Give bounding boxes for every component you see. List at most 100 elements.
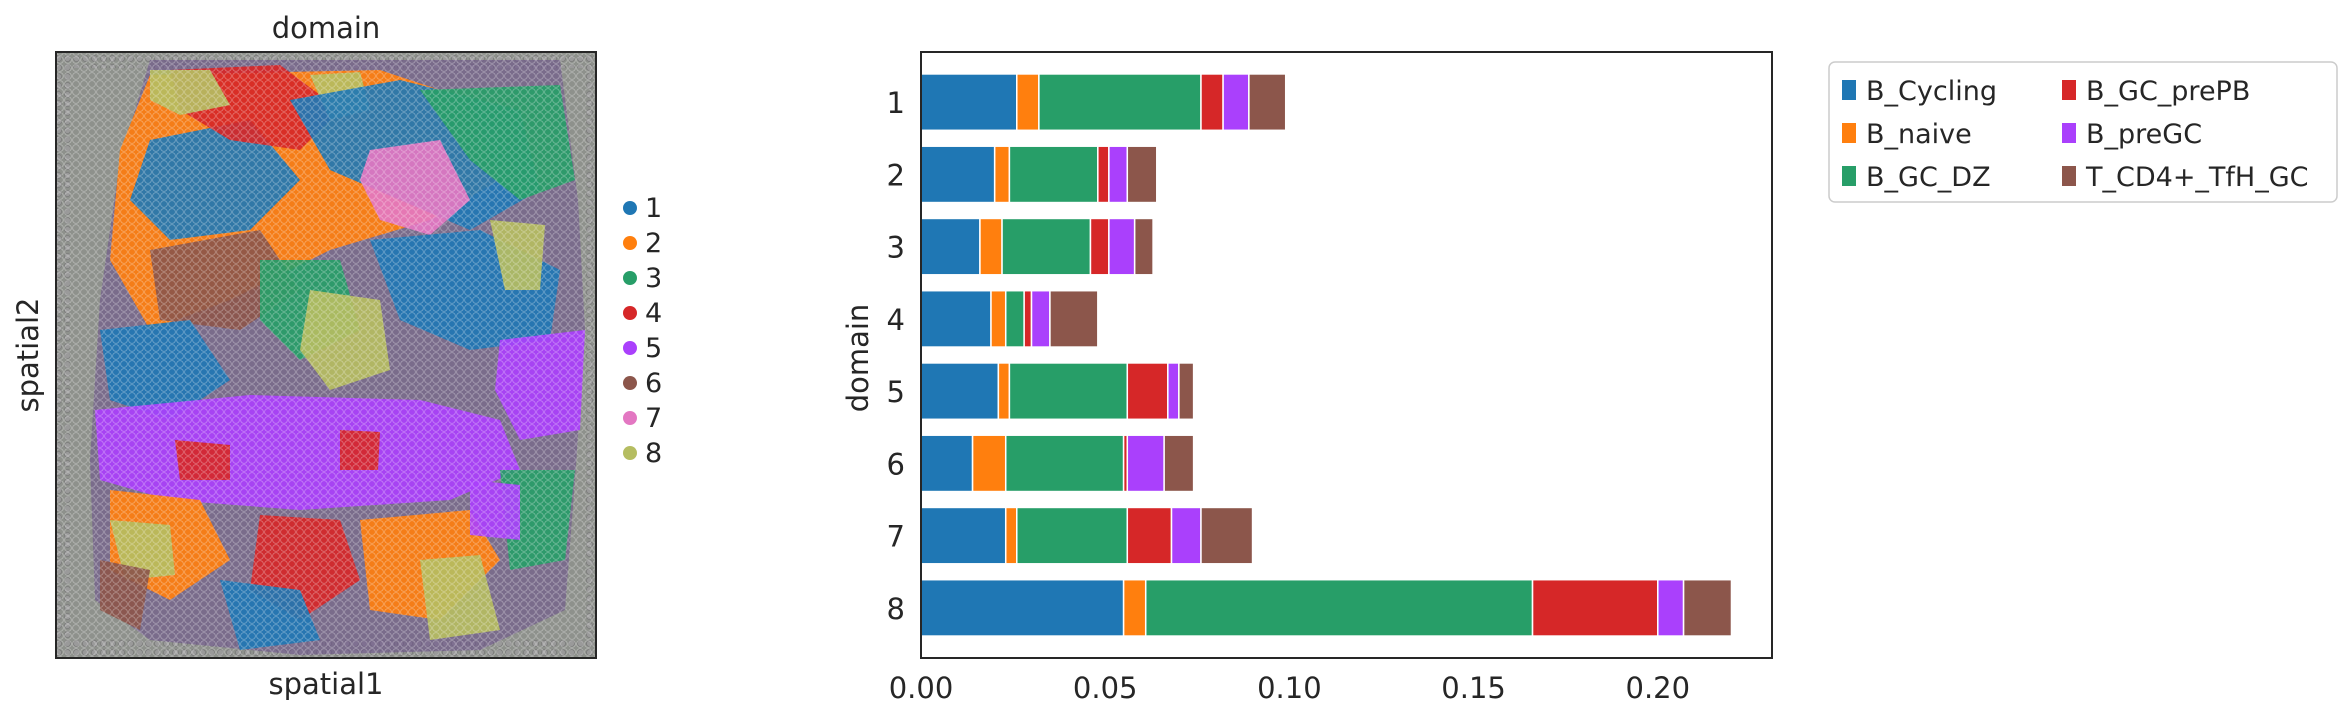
bar-segment-B_naive-domain-4 bbox=[990, 289, 1007, 348]
bar-segment-T_CD4+_TfH_GC-domain-1 bbox=[1248, 73, 1287, 132]
spatial-ylabel: spatial2 bbox=[11, 298, 45, 413]
bar-segment-B_preGC-domain-6 bbox=[1126, 434, 1165, 493]
x-tick-label-0.15: 0.15 bbox=[1441, 671, 1506, 705]
legend-marker-domain-5 bbox=[623, 341, 637, 355]
bar-segment-B_GC_prePB-domain-3 bbox=[1089, 217, 1110, 276]
bar-segment-B_GC_prePB-domain-7 bbox=[1126, 506, 1173, 565]
bar-segment-B_GC_DZ-domain-2 bbox=[1008, 145, 1099, 204]
legend-swatch-B_GC_DZ bbox=[1842, 166, 1856, 186]
legend-swatch-B_preGC bbox=[2062, 123, 2076, 143]
spatial-panel: domain spatial1 spatial2 1 2 3 4 bbox=[11, 11, 662, 701]
bar-segment-B_preGC-domain-7 bbox=[1170, 506, 1202, 565]
spatial-legend: 1 2 3 4 5 6 7 8 bbox=[623, 193, 662, 469]
bar-segment-B_preGC-domain-4 bbox=[1030, 289, 1051, 348]
legend-label-domain-4: 4 bbox=[645, 298, 662, 329]
bar-segment-T_CD4+_TfH_GC-domain-2 bbox=[1126, 145, 1158, 204]
bar-legend: B_Cycling B_naive B_GC_DZ B_GC_prePB B_preGC… bbox=[1828, 61, 2338, 203]
x-tick-label-0.10: 0.10 bbox=[1257, 671, 1322, 705]
y-tick-label-2: 2 bbox=[887, 158, 905, 192]
legend-label-domain-2: 2 bbox=[645, 228, 662, 259]
bar-segment-B_Cycling-domain-4 bbox=[920, 289, 992, 348]
bar-segment-B_GC_prePB-domain-8 bbox=[1531, 578, 1659, 637]
bar-segment-B_GC_DZ-domain-4 bbox=[1004, 289, 1025, 348]
spatial-title: domain bbox=[272, 11, 381, 45]
legend-label-domain-1: 1 bbox=[645, 193, 662, 224]
bar-segment-B_naive-domain-1 bbox=[1016, 73, 1040, 132]
bar-segment-B_naive-domain-5 bbox=[997, 362, 1011, 421]
legend-swatch-B_naive bbox=[1842, 123, 1856, 143]
bar-chart: 1 2 3 4 5 6 7 8 0.00 0.05 0.10 0.15 0.20 domain B_C… bbox=[841, 51, 2338, 705]
bar-segment-B_Cycling-domain-5 bbox=[920, 362, 1000, 421]
legend-marker-domain-6 bbox=[623, 376, 637, 390]
bar-segment-B_naive-domain-7 bbox=[1004, 506, 1018, 565]
bar-segment-B_Cycling-domain-1 bbox=[920, 73, 1018, 132]
bar-segment-T_CD4+_TfH_GC-domain-4 bbox=[1049, 289, 1099, 348]
x-tick-label-0.00: 0.00 bbox=[889, 671, 954, 705]
bar-legend-frame bbox=[1828, 61, 2338, 203]
y-tick-labels: 1 2 3 4 5 6 7 8 bbox=[887, 86, 905, 626]
bar-segment-B_preGC-domain-3 bbox=[1108, 217, 1136, 276]
bar-segment-B_GC_DZ-domain-6 bbox=[1004, 434, 1125, 493]
legend-swatch-B_GC_prePB bbox=[2062, 80, 2076, 100]
bar-segment-B_GC_prePB-domain-4 bbox=[1023, 289, 1033, 348]
bar-segment-T_CD4+_TfH_GC-domain-8 bbox=[1682, 578, 1733, 637]
legend-label-B_Cycling: B_Cycling bbox=[1866, 76, 1997, 107]
bar-segment-B_GC_DZ-domain-1 bbox=[1038, 73, 1202, 132]
bar-segment-B_preGC-domain-5 bbox=[1167, 362, 1180, 421]
spatial-frame bbox=[55, 51, 597, 659]
bar-segment-B_preGC-domain-1 bbox=[1222, 73, 1250, 132]
legend-marker-domain-2 bbox=[623, 236, 637, 250]
bar-segment-T_CD4+_TfH_GC-domain-7 bbox=[1200, 506, 1254, 565]
legend-marker-domain-1 bbox=[623, 201, 637, 215]
bar-segment-B_naive-domain-2 bbox=[993, 145, 1011, 204]
y-tick-label-5: 5 bbox=[887, 375, 905, 409]
bar-segment-B_preGC-domain-2 bbox=[1108, 145, 1129, 204]
legend-marker-domain-4 bbox=[623, 306, 637, 320]
bar-segment-B_GC_prePB-domain-2 bbox=[1097, 145, 1110, 204]
bar-segment-T_CD4+_TfH_GC-domain-5 bbox=[1178, 362, 1195, 421]
y-tick-label-1: 1 bbox=[887, 86, 905, 120]
x-tick-labels: 0.00 0.05 0.10 0.15 0.20 bbox=[889, 671, 1690, 705]
bar-segment-B_preGC-domain-8 bbox=[1657, 578, 1685, 637]
bar-segment-B_GC_prePB-domain-5 bbox=[1126, 362, 1169, 421]
bar-segment-B_naive-domain-3 bbox=[979, 217, 1003, 276]
spatial-xlabel: spatial1 bbox=[269, 667, 384, 701]
bar-segment-B_Cycling-domain-7 bbox=[920, 506, 1007, 565]
legend-label-B_preGC: B_preGC bbox=[2086, 119, 2202, 150]
bar-segment-B_Cycling-domain-2 bbox=[920, 145, 996, 204]
x-tick-label-0.05: 0.05 bbox=[1073, 671, 1138, 705]
legend-label-B_naive: B_naive bbox=[1866, 119, 1972, 150]
bar-ylabel: domain bbox=[841, 304, 875, 413]
legend-label-domain-8: 8 bbox=[645, 438, 662, 469]
legend-swatch-B_Cycling bbox=[1842, 80, 1856, 100]
bar-segment-T_CD4+_TfH_GC-domain-3 bbox=[1133, 217, 1154, 276]
legend-label-domain-6: 6 bbox=[645, 368, 662, 399]
bar-segment-B_GC_DZ-domain-7 bbox=[1016, 506, 1129, 565]
y-tick-label-4: 4 bbox=[887, 303, 905, 337]
legend-marker-domain-8 bbox=[623, 446, 637, 460]
legend-label-B_GC_DZ: B_GC_DZ bbox=[1866, 162, 1991, 193]
y-tick-label-3: 3 bbox=[887, 231, 905, 265]
bar-segment-B_naive-domain-6 bbox=[971, 434, 1007, 493]
legend-label-T_CD4+_TfH_GC: T_CD4+_TfH_GC bbox=[2085, 162, 2309, 193]
bar-segment-B_GC_DZ-domain-5 bbox=[1008, 362, 1129, 421]
legend-label-domain-3: 3 bbox=[645, 263, 662, 294]
bar-segment-B_GC_prePB-domain-1 bbox=[1200, 73, 1224, 132]
bar-segment-B_Cycling-domain-6 bbox=[920, 434, 974, 493]
bar-axes-frame bbox=[920, 51, 1773, 659]
bar-series-group bbox=[920, 73, 1733, 637]
legend-label-domain-7: 7 bbox=[645, 403, 662, 434]
legend-swatch-T_CD4+_TfH_GC bbox=[2062, 166, 2076, 186]
x-tick-label-0.20: 0.20 bbox=[1626, 671, 1691, 705]
legend-label-B_GC_prePB: B_GC_prePB bbox=[2086, 76, 2250, 107]
bar-segment-B_GC_DZ-domain-8 bbox=[1144, 578, 1534, 637]
legend-marker-domain-3 bbox=[623, 271, 637, 285]
bar-segment-B_Cycling-domain-8 bbox=[920, 578, 1125, 637]
bar-segment-B_Cycling-domain-3 bbox=[920, 217, 981, 276]
y-tick-label-8: 8 bbox=[887, 592, 905, 626]
tissue-image bbox=[56, 52, 596, 658]
y-tick-label-7: 7 bbox=[887, 520, 905, 554]
y-tick-label-6: 6 bbox=[887, 447, 905, 481]
legend-marker-domain-7 bbox=[623, 411, 637, 425]
bar-segment-B_naive-domain-8 bbox=[1122, 578, 1147, 637]
